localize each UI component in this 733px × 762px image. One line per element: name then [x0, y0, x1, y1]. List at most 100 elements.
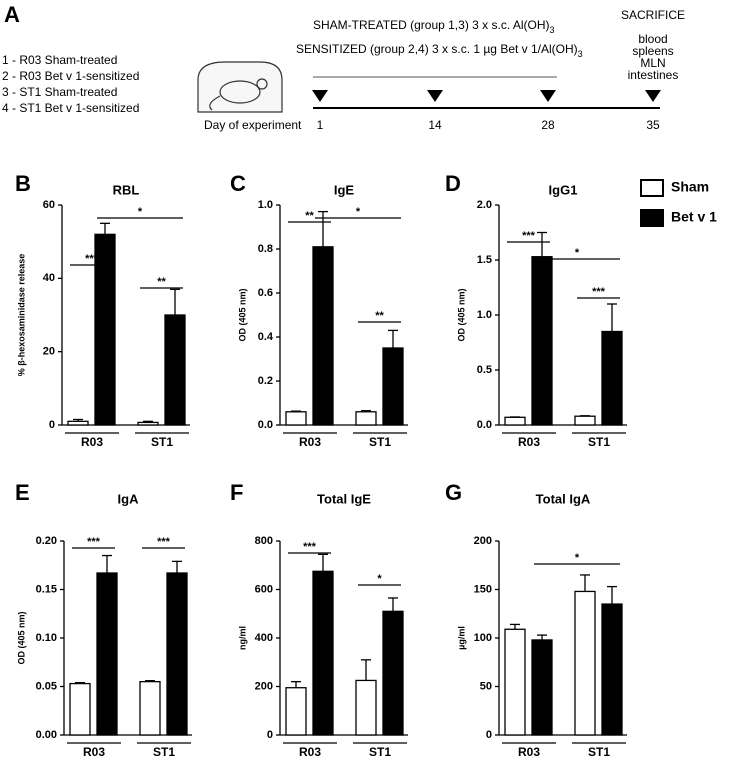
y-tick-label: 600 — [255, 583, 273, 595]
day: 28 — [541, 118, 555, 132]
y-tick-label: 0.4 — [258, 331, 274, 343]
y-tick-label: 0.20 — [36, 535, 57, 547]
x-tick-label: R03 — [81, 435, 103, 449]
y-tick-label: 0.00 — [36, 729, 57, 741]
protocol-text: SHAM-TREATED (group 1,3) 3 x s.c. Al(OH)… — [313, 18, 555, 35]
bar — [285, 687, 307, 736]
day: 35 — [646, 118, 660, 132]
y-tick-label: 150 — [474, 583, 492, 595]
bar — [67, 420, 89, 426]
y-tick-label: 0.6 — [258, 287, 273, 299]
bar — [601, 330, 623, 426]
y-tick-label: 2.0 — [477, 199, 492, 211]
x-tick-label: R03 — [83, 745, 105, 759]
y-tick-label: 20 — [43, 346, 55, 358]
bar — [137, 421, 159, 426]
y-tick-label: 60 — [43, 199, 55, 211]
y-tick-label: 400 — [255, 632, 273, 644]
y-axis-label: OD (405 nm) — [16, 611, 26, 664]
chart-title: IgG1 — [549, 182, 578, 197]
bar — [166, 572, 188, 736]
x-tick-label: ST1 — [153, 745, 175, 759]
protocol-sub: 3 — [550, 25, 555, 35]
significance: *** — [157, 536, 171, 548]
chart-title: IgA — [118, 491, 140, 506]
y-tick-label: 1.5 — [477, 254, 492, 266]
chart-title: Total IgE — [317, 491, 371, 506]
bar — [355, 679, 377, 736]
significance: *** — [303, 541, 317, 553]
legend-swatch — [640, 179, 664, 197]
y-tick-label: 50 — [480, 680, 492, 692]
chart-title: Total IgA — [536, 491, 591, 506]
y-axis-label: µg/ml — [456, 626, 466, 650]
y-tick-label: 0.5 — [477, 364, 492, 376]
legend-label: Bet v 1 — [671, 209, 717, 225]
y-tick-label: 200 — [255, 680, 273, 692]
sample: spleens — [632, 44, 673, 58]
chart-title: RBL — [113, 182, 140, 197]
bar — [531, 639, 553, 736]
bar — [574, 590, 596, 736]
sample: blood — [638, 32, 667, 46]
bar — [601, 603, 623, 736]
x-tick-label: R03 — [518, 745, 540, 759]
bar — [531, 256, 553, 426]
y-tick-label: 1.0 — [258, 199, 273, 211]
group-text: 3 - ST1 Sham-treated — [2, 85, 117, 99]
bar — [96, 572, 118, 736]
y-tick-label: 100 — [474, 632, 492, 644]
day-marker — [540, 90, 556, 102]
day-marker — [427, 90, 443, 102]
y-tick-label: 0.10 — [36, 632, 57, 644]
legend-swatch — [640, 209, 664, 227]
panel-label: G — [445, 480, 462, 505]
day: 1 — [317, 118, 324, 132]
x-tick-label: R03 — [299, 745, 321, 759]
y-axis-label: OD (405 nm) — [456, 288, 466, 341]
bar — [504, 416, 526, 426]
x-tick-label: ST1 — [369, 435, 391, 449]
y-tick-label: 0.05 — [36, 680, 57, 692]
x-tick-label: ST1 — [588, 745, 610, 759]
bar — [69, 682, 91, 736]
protocol-main: SENSITIZED (group 2,4) 3 x s.c. 1 µg Bet… — [296, 42, 578, 56]
protocol-text: SENSITIZED (group 2,4) 3 x s.c. 1 µg Bet… — [296, 42, 583, 59]
y-axis-label: % β-hexosaminidase release — [16, 254, 26, 377]
y-tick-label: 0 — [267, 729, 273, 741]
legend-label: Sham — [671, 179, 709, 195]
y-tick-label: 1.0 — [477, 309, 492, 321]
significance: *** — [87, 536, 101, 548]
x-tick-label: R03 — [299, 435, 321, 449]
timeline-groups: 1 - R03 Sham-treated 2 - R03 Bet v 1-sen… — [2, 53, 139, 115]
significance: * — [356, 206, 361, 218]
significance: * — [575, 247, 580, 259]
y-tick-label: 0.15 — [36, 583, 57, 595]
y-tick-label: 0.2 — [258, 375, 273, 387]
significance: ** — [375, 310, 384, 322]
bar — [574, 415, 596, 426]
sacrifice: SACRIFICE — [621, 8, 685, 22]
sample: MLN — [640, 56, 665, 70]
panel-label: F — [230, 480, 243, 505]
y-tick-label: 0.8 — [258, 243, 273, 255]
bar — [94, 233, 116, 426]
bar — [382, 610, 404, 736]
protocol-main: SHAM-TREATED (group 1,3) 3 x s.c. Al(OH) — [313, 18, 550, 32]
y-tick-label: 0.0 — [477, 419, 492, 431]
bar — [382, 347, 404, 426]
day: 14 — [428, 118, 442, 132]
mouse-icon — [197, 61, 283, 113]
panel-label: B — [15, 171, 31, 196]
significance: * — [575, 552, 580, 564]
y-tick-label: 0 — [49, 419, 55, 431]
significance: ** — [305, 210, 314, 222]
bar — [139, 681, 161, 736]
y-tick-label: 0 — [486, 729, 492, 741]
significance: * — [138, 206, 143, 218]
y-tick-label: 0.0 — [258, 419, 273, 431]
x-tick-label: ST1 — [369, 745, 391, 759]
x-tick-label: ST1 — [151, 435, 173, 449]
axis-label: Day of experiment — [204, 118, 302, 132]
